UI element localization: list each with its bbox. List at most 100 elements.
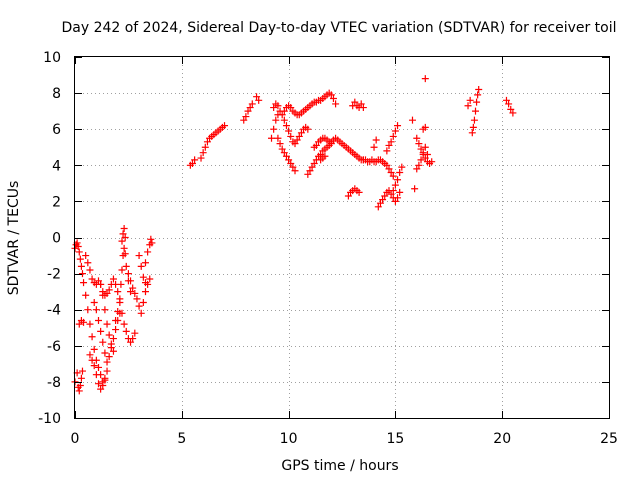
data-point	[75, 387, 83, 395]
y-tick-label: -4	[47, 303, 61, 319]
data-point	[280, 149, 288, 157]
data-point	[127, 338, 135, 346]
data-point	[135, 302, 143, 310]
data-point	[470, 116, 478, 124]
data-point	[287, 159, 295, 167]
data-point	[94, 363, 102, 371]
data-point	[86, 320, 94, 328]
x-tick-label: 15	[386, 431, 404, 447]
data-point	[282, 152, 290, 160]
data-point	[82, 291, 90, 299]
data-point	[118, 237, 126, 245]
data-point	[148, 239, 156, 247]
data-point	[415, 140, 423, 148]
data-point	[97, 327, 105, 335]
data-point	[144, 248, 152, 256]
data-point	[389, 172, 397, 180]
data-point	[351, 98, 359, 106]
x-tick-label: 0	[71, 431, 80, 447]
data-point	[344, 192, 352, 200]
data-point	[278, 145, 286, 153]
data-point	[304, 170, 312, 178]
data-point	[82, 252, 90, 260]
data-point	[121, 234, 129, 241]
data-point	[97, 385, 105, 393]
grid	[75, 57, 609, 418]
data-point	[105, 286, 113, 294]
data-point	[78, 367, 86, 375]
data-point	[112, 317, 120, 325]
data-point	[119, 230, 127, 238]
data-point	[287, 132, 295, 140]
data-point	[103, 367, 111, 375]
data-point	[321, 152, 329, 160]
data-point	[270, 104, 278, 112]
data-point	[507, 105, 515, 113]
data-point	[84, 259, 92, 267]
data-point	[114, 308, 122, 316]
data-point	[90, 362, 98, 370]
data-point	[274, 102, 282, 110]
data-point	[421, 154, 429, 162]
data-point	[253, 93, 261, 101]
data-point	[394, 122, 402, 130]
data-point	[129, 284, 137, 292]
data-point	[280, 116, 288, 124]
y-tick-labels: -10 -8 -6 -4 -2 0 2 4 6 8 10	[38, 50, 61, 427]
data-point	[276, 140, 284, 148]
data-point	[464, 102, 472, 110]
data-point	[394, 194, 402, 202]
x-tick-label: 10	[280, 431, 298, 447]
data-point	[255, 96, 263, 104]
data-point	[389, 132, 397, 140]
data-point	[118, 266, 126, 274]
data-point	[112, 326, 120, 334]
data-point	[75, 320, 83, 328]
data-point	[282, 122, 290, 130]
data-point	[509, 109, 517, 117]
data-point	[88, 356, 96, 364]
data-point	[99, 288, 107, 296]
data-point	[355, 188, 363, 196]
y-tick-label: 10	[43, 50, 61, 66]
data-point	[297, 129, 305, 137]
data-point	[77, 374, 85, 382]
data-point	[295, 132, 303, 140]
data-point	[291, 167, 299, 175]
data-point	[127, 288, 135, 296]
data-point	[421, 75, 429, 83]
data-point	[332, 100, 340, 108]
data-point	[413, 134, 421, 142]
data-point	[137, 309, 145, 317]
data-point	[398, 163, 406, 171]
data-point	[385, 165, 393, 173]
chart-title: Day 242 of 2024, Sidereal Day-to-day VTE…	[61, 20, 616, 36]
data-point	[474, 91, 482, 99]
data-point	[244, 107, 252, 115]
data-point	[118, 309, 126, 317]
data-point	[293, 136, 301, 144]
data-point	[411, 185, 419, 193]
data-point	[141, 288, 149, 296]
data-point	[114, 288, 122, 296]
data-point	[248, 100, 256, 108]
data-point	[423, 150, 431, 158]
data-point	[139, 273, 147, 281]
y-tick-label: -2	[47, 267, 61, 283]
data-point	[90, 298, 98, 306]
data-point	[120, 244, 128, 252]
data-point	[84, 306, 92, 314]
data-point	[391, 127, 399, 135]
data-point	[78, 270, 86, 278]
data-point	[383, 161, 391, 169]
y-tick-label: 8	[52, 86, 61, 102]
data-point	[80, 279, 88, 287]
data-point	[146, 275, 154, 283]
x-tick-label: 20	[493, 431, 511, 447]
data-point	[376, 199, 384, 207]
y-axis-label: SDTVAR / TECUs	[6, 181, 22, 296]
data-point	[415, 161, 423, 169]
data-point	[120, 224, 128, 232]
data-point	[372, 136, 380, 144]
